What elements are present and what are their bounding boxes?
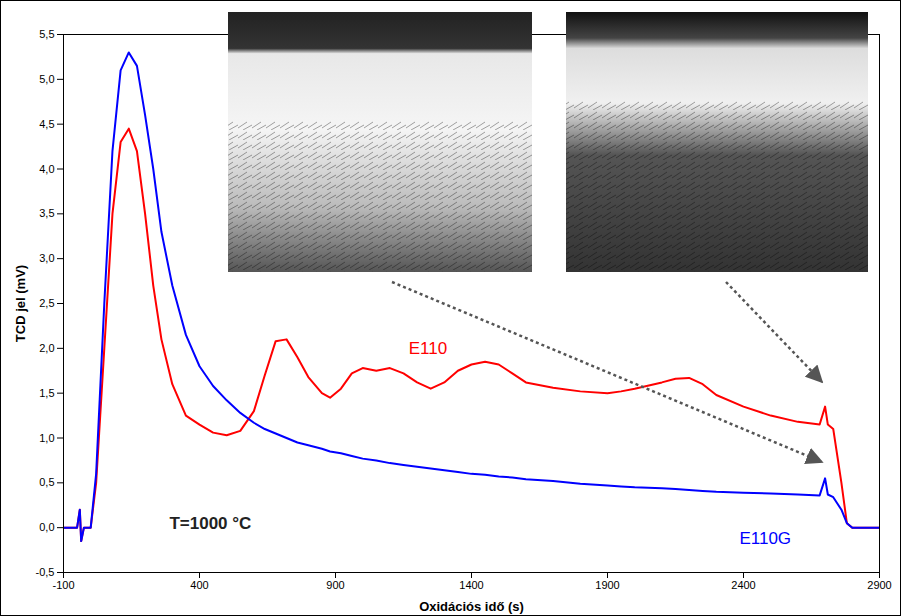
svg-text:2400: 2400: [731, 579, 755, 591]
svg-text:TCD jel (mV): TCD jel (mV): [13, 265, 28, 342]
svg-text:-100: -100: [52, 579, 74, 591]
svg-text:1,0: 1,0: [39, 432, 54, 444]
svg-text:4,5: 4,5: [39, 118, 54, 130]
svg-text:T=1000 °C: T=1000 °C: [169, 514, 251, 533]
svg-text:4,0: 4,0: [39, 163, 54, 175]
svg-text:Oxidációs idő (s): Oxidációs idő (s): [419, 599, 524, 614]
svg-text:1400: 1400: [459, 579, 483, 591]
svg-text:5,5: 5,5: [39, 28, 54, 40]
svg-text:1900: 1900: [595, 579, 619, 591]
svg-text:E110: E110: [409, 339, 447, 358]
svg-text:0,0: 0,0: [39, 521, 54, 533]
svg-text:5,0: 5,0: [39, 73, 54, 85]
svg-text:2900: 2900: [867, 579, 891, 591]
svg-text:-0,5: -0,5: [36, 566, 55, 578]
svg-text:3,0: 3,0: [39, 252, 54, 264]
svg-text:0,5: 0,5: [39, 476, 54, 488]
svg-text:1,5: 1,5: [39, 387, 54, 399]
svg-text:2,5: 2,5: [39, 297, 54, 309]
svg-text:3,5: 3,5: [39, 207, 54, 219]
svg-text:900: 900: [326, 579, 344, 591]
svg-text:E110G: E110G: [739, 529, 791, 548]
svg-text:400: 400: [190, 579, 208, 591]
svg-text:2,0: 2,0: [39, 342, 54, 354]
